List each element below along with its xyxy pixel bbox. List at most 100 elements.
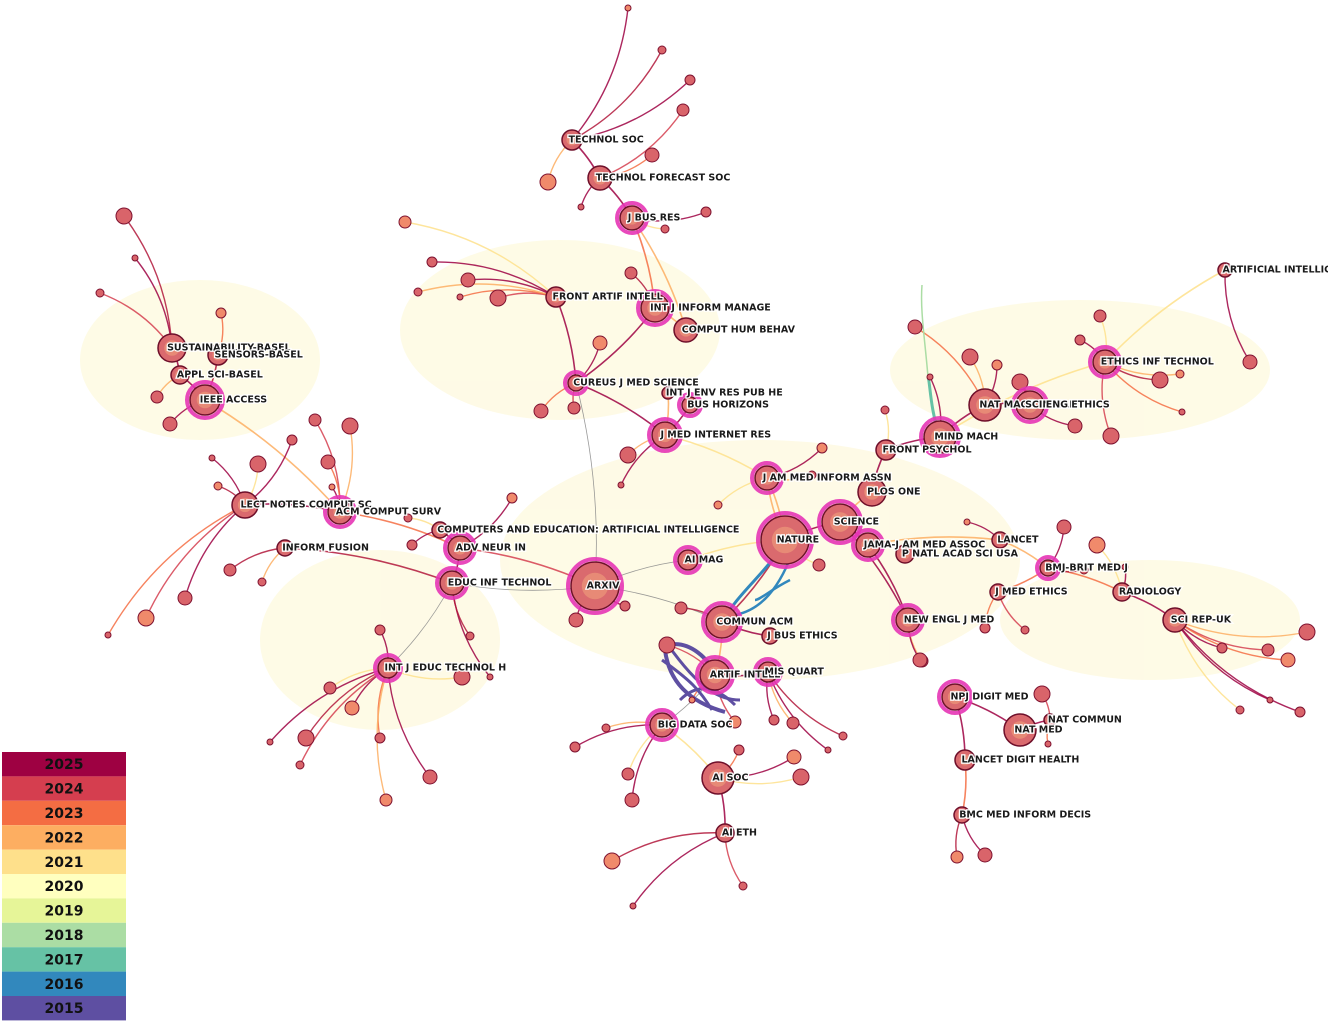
node bbox=[162, 416, 178, 432]
node-burst-ring bbox=[615, 201, 649, 235]
node-burst-ring bbox=[185, 380, 225, 420]
node bbox=[733, 744, 745, 756]
node-label: J MED INTERNET RES bbox=[659, 430, 771, 441]
node-core bbox=[901, 613, 915, 627]
node-core bbox=[713, 613, 731, 631]
edge bbox=[204, 399, 341, 513]
node-core bbox=[762, 666, 774, 678]
edge bbox=[299, 667, 389, 766]
edge bbox=[1174, 619, 1289, 661]
node bbox=[812, 558, 826, 572]
node-label: INT J ENV RES PUB HE bbox=[666, 388, 783, 399]
node-label: NPJ DIGIT MED bbox=[950, 692, 1028, 703]
node bbox=[506, 492, 518, 504]
node-core bbox=[1221, 266, 1229, 274]
node bbox=[907, 319, 923, 335]
node-core bbox=[1043, 563, 1053, 573]
node-core bbox=[679, 323, 693, 337]
node bbox=[824, 746, 832, 754]
node bbox=[297, 729, 315, 747]
node-label: NAT MACH INTELL bbox=[979, 400, 1075, 411]
node bbox=[660, 224, 670, 234]
node-label: J BUS ETHICS bbox=[766, 631, 838, 642]
nodes bbox=[95, 4, 1316, 910]
node-label: J BUS RES bbox=[627, 213, 681, 224]
node-burst-ring bbox=[323, 495, 357, 529]
node bbox=[1079, 565, 1089, 575]
node-label: ETHICS INF TECHNOL bbox=[1101, 357, 1214, 368]
node bbox=[619, 600, 631, 612]
node bbox=[728, 715, 742, 729]
node-burst-ring bbox=[937, 679, 973, 715]
node-burst-ring bbox=[1035, 555, 1061, 581]
node bbox=[403, 513, 413, 523]
node-burst-ring bbox=[443, 531, 477, 565]
node-core bbox=[382, 662, 394, 674]
legend-label: 2023 bbox=[45, 806, 84, 822]
legend-swatch bbox=[2, 800, 126, 826]
node bbox=[567, 401, 581, 415]
node-core bbox=[864, 484, 880, 500]
node bbox=[577, 203, 585, 211]
node bbox=[131, 254, 139, 262]
legend-label: 2021 bbox=[45, 855, 84, 871]
node bbox=[658, 636, 676, 654]
node-burst-ring bbox=[695, 655, 735, 695]
node bbox=[422, 769, 438, 785]
node-label: NEW ENGL J MED bbox=[904, 615, 995, 626]
node-burst-ring bbox=[701, 601, 743, 643]
node-label: TECHNOL FORECAST SOC bbox=[596, 173, 731, 184]
node-core bbox=[280, 543, 290, 553]
node bbox=[603, 852, 621, 870]
node-label: NAT MED bbox=[1014, 725, 1062, 736]
node-burst-ring bbox=[817, 499, 863, 545]
node bbox=[406, 539, 418, 551]
node bbox=[768, 714, 780, 726]
node bbox=[374, 624, 386, 636]
node bbox=[657, 45, 667, 55]
edge bbox=[431, 261, 557, 298]
node-burst-ring bbox=[373, 653, 403, 683]
legend-swatch bbox=[2, 849, 126, 874]
node bbox=[1280, 652, 1296, 668]
node bbox=[838, 731, 848, 741]
node bbox=[738, 881, 748, 891]
background-haze bbox=[80, 240, 1300, 730]
node-burst-ring bbox=[677, 392, 703, 418]
node bbox=[539, 173, 557, 191]
legend-label: 2017 bbox=[45, 952, 84, 968]
haze bbox=[500, 440, 1020, 680]
node-label: J AM MED INFORM ASSN bbox=[762, 473, 892, 484]
node-core bbox=[830, 512, 850, 532]
node bbox=[1298, 623, 1316, 641]
node bbox=[398, 215, 412, 229]
node bbox=[341, 417, 359, 435]
node-label: PLOS ONE bbox=[867, 487, 920, 498]
edge bbox=[1174, 619, 1301, 713]
node bbox=[486, 673, 494, 681]
edge bbox=[123, 215, 173, 349]
node bbox=[926, 373, 934, 381]
legend-label: 2024 bbox=[45, 782, 84, 798]
node bbox=[601, 723, 611, 733]
legend-label: 2016 bbox=[45, 977, 84, 993]
edge bbox=[571, 79, 691, 141]
legend-swatch bbox=[2, 776, 126, 801]
node-label: LANCET bbox=[997, 535, 1039, 546]
node bbox=[150, 390, 164, 404]
node bbox=[619, 446, 637, 464]
edge bbox=[632, 832, 726, 907]
node-burst-ring bbox=[563, 370, 589, 396]
node-label: ARTIFICIAL INTELLIGE bbox=[1223, 265, 1328, 276]
edge bbox=[269, 667, 389, 743]
node bbox=[786, 716, 800, 730]
node bbox=[624, 792, 640, 808]
node bbox=[453, 668, 471, 686]
node-label: SUSTAINABILITY-BASEL bbox=[167, 343, 291, 354]
node-label: NAT COMMUN bbox=[1048, 715, 1122, 726]
node-core bbox=[861, 538, 875, 552]
node bbox=[213, 481, 223, 491]
node bbox=[568, 612, 584, 628]
node-core bbox=[1022, 397, 1038, 413]
legend-swatch bbox=[2, 752, 126, 777]
